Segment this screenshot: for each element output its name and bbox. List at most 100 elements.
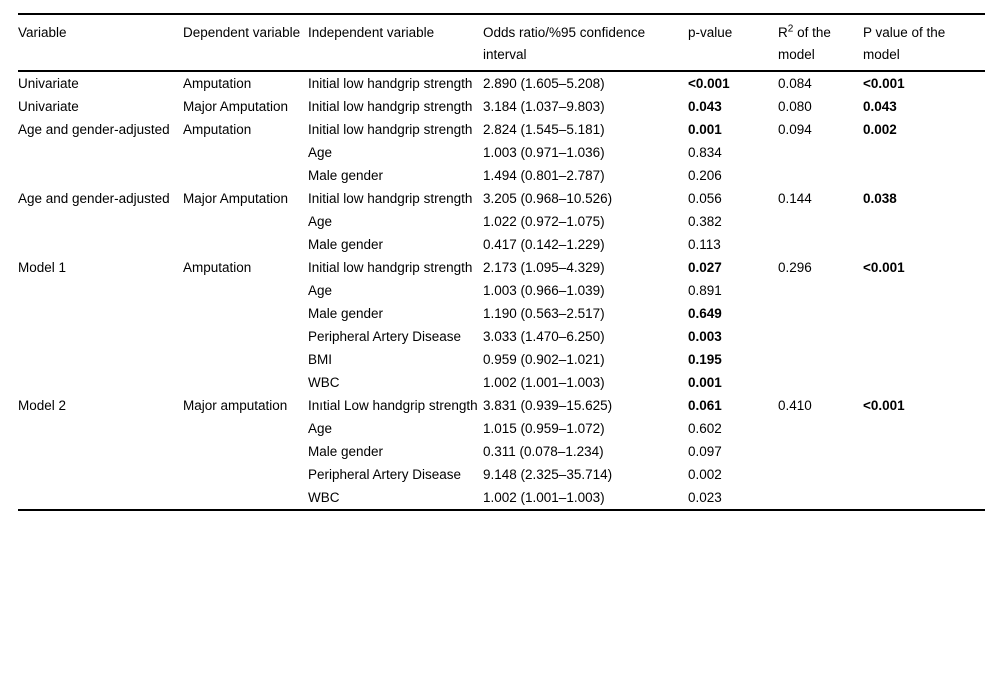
cell-variable: Univariate bbox=[18, 76, 79, 91]
cell-p-value: 0.834 bbox=[688, 145, 722, 160]
table-row: Age 1.003 (0.966–1.039) 0.891 bbox=[18, 279, 985, 302]
cell-r2-of-model: 0.144 bbox=[778, 191, 812, 206]
cell-r2-of-model bbox=[778, 164, 863, 187]
cell-variable: Model 1 bbox=[18, 260, 67, 275]
cell-dependent-variable: Amputation bbox=[183, 76, 252, 91]
cell-odds-ratio-ci: 1.022 (0.972–1.075) bbox=[483, 214, 605, 229]
cell-odds-ratio-ci: 0.959 (0.902–1.021) bbox=[483, 352, 605, 367]
cell-odds-ratio-ci: 1.494 (0.801–2.787) bbox=[483, 168, 605, 183]
table-row: Age 1.003 (0.971–1.036) 0.834 bbox=[18, 141, 985, 164]
table-row: Peripheral Artery Disease 9.148 (2.325–35… bbox=[18, 463, 985, 486]
cell-p-value-of-model bbox=[863, 440, 985, 463]
col-header-variable: Variable bbox=[18, 14, 183, 72]
cell-dependent-variable bbox=[183, 463, 308, 486]
cell-variable bbox=[18, 486, 183, 510]
cell-p-value-of-model bbox=[863, 371, 985, 394]
cell-p-value: 0.003 bbox=[688, 329, 722, 344]
cell-independent-variable: Initial low handgrip strength bbox=[308, 99, 473, 114]
cell-independent-variable: Initial low handgrip strength bbox=[308, 122, 473, 137]
cell-r2-of-model bbox=[778, 210, 863, 233]
cell-independent-variable: Male gender bbox=[308, 444, 384, 459]
cell-p-value: 0.002 bbox=[688, 467, 722, 482]
cell-independent-variable: WBC bbox=[308, 490, 340, 505]
cell-dependent-variable bbox=[183, 371, 308, 394]
cell-variable bbox=[18, 325, 183, 348]
cell-p-value: 0.043 bbox=[688, 99, 722, 114]
cell-independent-variable: Age bbox=[308, 214, 333, 229]
cell-r2-of-model bbox=[778, 325, 863, 348]
cell-variable: Age and gender-adjusted bbox=[18, 191, 170, 206]
cell-p-value-of-model bbox=[863, 279, 985, 302]
cell-independent-variable: Peripheral Artery Disease bbox=[308, 329, 462, 344]
col-header-r2-of-model: R2 of the model bbox=[778, 14, 863, 72]
cell-variable bbox=[18, 348, 183, 371]
cell-dependent-variable: Major Amputation bbox=[183, 99, 289, 114]
cell-variable bbox=[18, 417, 183, 440]
cell-r2-of-model bbox=[778, 141, 863, 164]
table-row: Male gender 0.417 (0.142–1.229) 0.113 bbox=[18, 233, 985, 256]
table-row: Male gender 0.311 (0.078–1.234) 0.097 bbox=[18, 440, 985, 463]
cell-p-value-of-model bbox=[863, 233, 985, 256]
cell-independent-variable: Initial low handgrip strength bbox=[308, 260, 473, 275]
cell-p-value: 0.001 bbox=[688, 375, 722, 390]
cell-independent-variable: Initial low handgrip strength bbox=[308, 191, 473, 206]
cell-dependent-variable bbox=[183, 233, 308, 256]
cell-variable bbox=[18, 463, 183, 486]
cell-r2-of-model bbox=[778, 348, 863, 371]
cell-dependent-variable bbox=[183, 210, 308, 233]
cell-dependent-variable bbox=[183, 164, 308, 187]
table-row: WBC 1.002 (1.001–1.003) 0.023 bbox=[18, 486, 985, 510]
cell-r2-of-model bbox=[778, 486, 863, 510]
results-table: Variable Dependent variable Independent va… bbox=[18, 13, 985, 511]
cell-independent-variable: Age bbox=[308, 145, 333, 160]
cell-p-value: <0.001 bbox=[688, 76, 730, 91]
col-header-p-value-of-model: P value of the model bbox=[863, 14, 985, 72]
cell-p-value: 0.382 bbox=[688, 214, 722, 229]
cell-odds-ratio-ci: 9.148 (2.325–35.714) bbox=[483, 467, 613, 482]
cell-odds-ratio-ci: 1.003 (0.971–1.036) bbox=[483, 145, 605, 160]
col-header-odds-ratio-ci: Odds ratio/%95 confidence interval bbox=[483, 14, 688, 72]
cell-r2-of-model: 0.410 bbox=[778, 398, 812, 413]
table-row: Age 1.022 (0.972–1.075) 0.382 bbox=[18, 210, 985, 233]
cell-p-value: 0.649 bbox=[688, 306, 722, 321]
cell-odds-ratio-ci: 2.890 (1.605–5.208) bbox=[483, 76, 605, 91]
cell-p-value-of-model: 0.043 bbox=[863, 99, 897, 114]
cell-odds-ratio-ci: 3.033 (1.470–6.250) bbox=[483, 329, 605, 344]
cell-independent-variable: Peripheral Artery Disease bbox=[308, 467, 462, 482]
cell-p-value-of-model bbox=[863, 164, 985, 187]
cell-variable: Univariate bbox=[18, 99, 79, 114]
cell-r2-of-model bbox=[778, 279, 863, 302]
cell-dependent-variable: Amputation bbox=[183, 122, 252, 137]
cell-p-value-of-model bbox=[863, 325, 985, 348]
cell-r2-of-model: 0.094 bbox=[778, 122, 812, 137]
cell-p-value-of-model: <0.001 bbox=[863, 76, 905, 91]
cell-independent-variable: Inıtial Low handgrip strength bbox=[308, 398, 478, 413]
cell-independent-variable: Male gender bbox=[308, 306, 384, 321]
cell-p-value: 0.027 bbox=[688, 260, 722, 275]
cell-variable bbox=[18, 164, 183, 187]
cell-p-value-of-model bbox=[863, 302, 985, 325]
cell-p-value-of-model bbox=[863, 463, 985, 486]
cell-dependent-variable: Major Amputation bbox=[183, 191, 289, 206]
cell-odds-ratio-ci: 2.173 (1.095–4.329) bbox=[483, 260, 605, 275]
cell-independent-variable: Male gender bbox=[308, 168, 384, 183]
cell-odds-ratio-ci: 1.003 (0.966–1.039) bbox=[483, 283, 605, 298]
cell-p-value: 0.023 bbox=[688, 490, 722, 505]
table-row: Model 2 Major amputation Inıtial Low handg… bbox=[18, 394, 985, 417]
cell-r2-of-model bbox=[778, 440, 863, 463]
cell-odds-ratio-ci: 1.015 (0.959–1.072) bbox=[483, 421, 605, 436]
cell-independent-variable: Age bbox=[308, 421, 333, 436]
cell-p-value: 0.602 bbox=[688, 421, 722, 436]
cell-odds-ratio-ci: 0.311 (0.078–1.234) bbox=[483, 444, 604, 459]
cell-dependent-variable bbox=[183, 302, 308, 325]
col-header-independent-variable: Independent variable bbox=[308, 14, 483, 72]
cell-variable bbox=[18, 440, 183, 463]
cell-p-value-of-model bbox=[863, 141, 985, 164]
cell-r2-of-model bbox=[778, 463, 863, 486]
cell-odds-ratio-ci: 3.205 (0.968–10.526) bbox=[483, 191, 613, 206]
cell-r2-of-model: 0.080 bbox=[778, 99, 812, 114]
cell-r2-of-model: 0.296 bbox=[778, 260, 812, 275]
cell-variable: Age and gender-adjusted bbox=[18, 122, 170, 137]
table-row: WBC 1.002 (1.001–1.003) 0.001 bbox=[18, 371, 985, 394]
